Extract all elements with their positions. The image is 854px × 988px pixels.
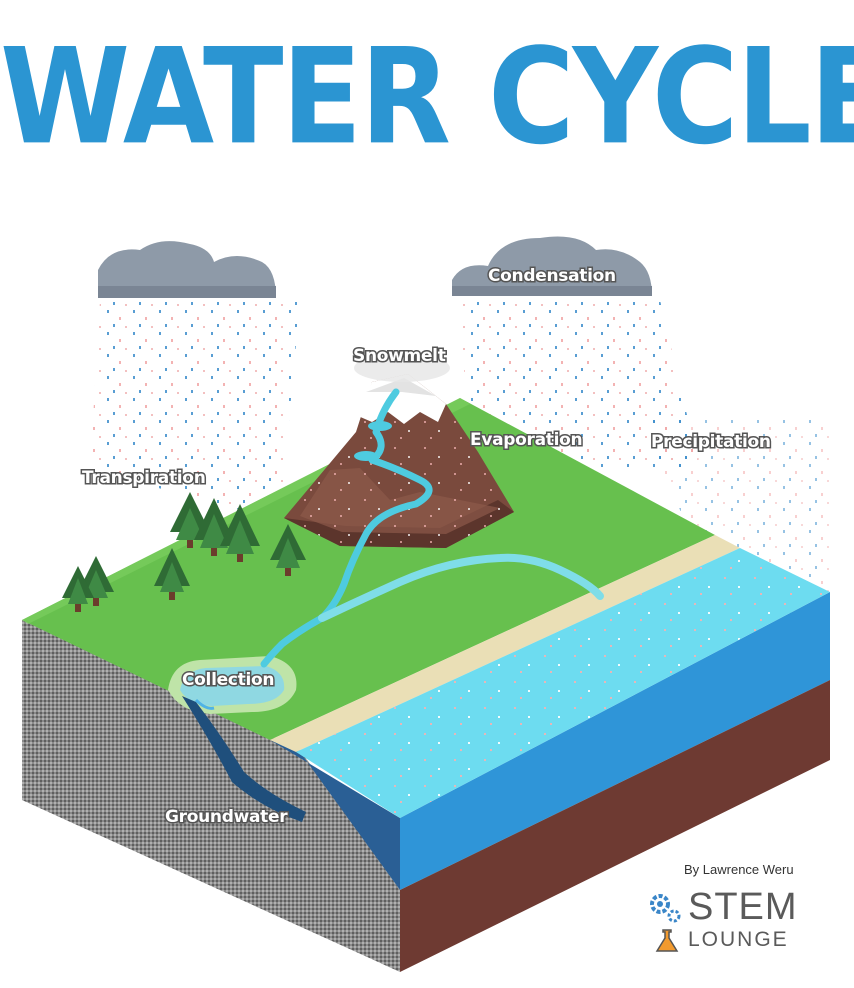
label-transpiration: Transpiration [82,468,206,488]
tree-icon [154,548,190,600]
brand-logo-lounge: LOUNGE [688,928,789,951]
tree-icon [194,498,234,556]
label-groundwater: Groundwater [165,807,288,827]
author-credit: By Lawrence Weru [684,862,794,877]
cloud-left-icon [98,241,276,298]
forest [62,492,306,612]
tree-icon [220,504,260,562]
flask-icon [655,929,679,952]
river [260,388,604,668]
label-evaporation: Evaporation [470,430,582,450]
label-precipitation: Precipitation [651,432,771,452]
label-condensation: Condensation [488,266,616,286]
ocean-surface [296,548,830,818]
tree-icon [270,524,306,576]
label-snowmelt: Snowmelt [353,346,446,366]
label-collection: Collection [182,670,274,690]
collection-pond [168,656,297,714]
diagram-title: WATER CYCLE [0,19,854,174]
cloud-right-icon [452,236,652,296]
beach-strip [270,535,740,752]
mountain [284,374,514,548]
steam-cloud [354,354,450,382]
ocean-front-face [270,592,830,972]
tree-icon [170,492,210,548]
tree-icon [62,566,94,612]
groundwater-seep [182,696,306,822]
rain-right [460,300,700,470]
gear-icon [650,894,681,923]
brand-logo-stem: STEM [688,886,798,928]
soil-cross-section [22,620,400,972]
rain-left [90,300,300,520]
